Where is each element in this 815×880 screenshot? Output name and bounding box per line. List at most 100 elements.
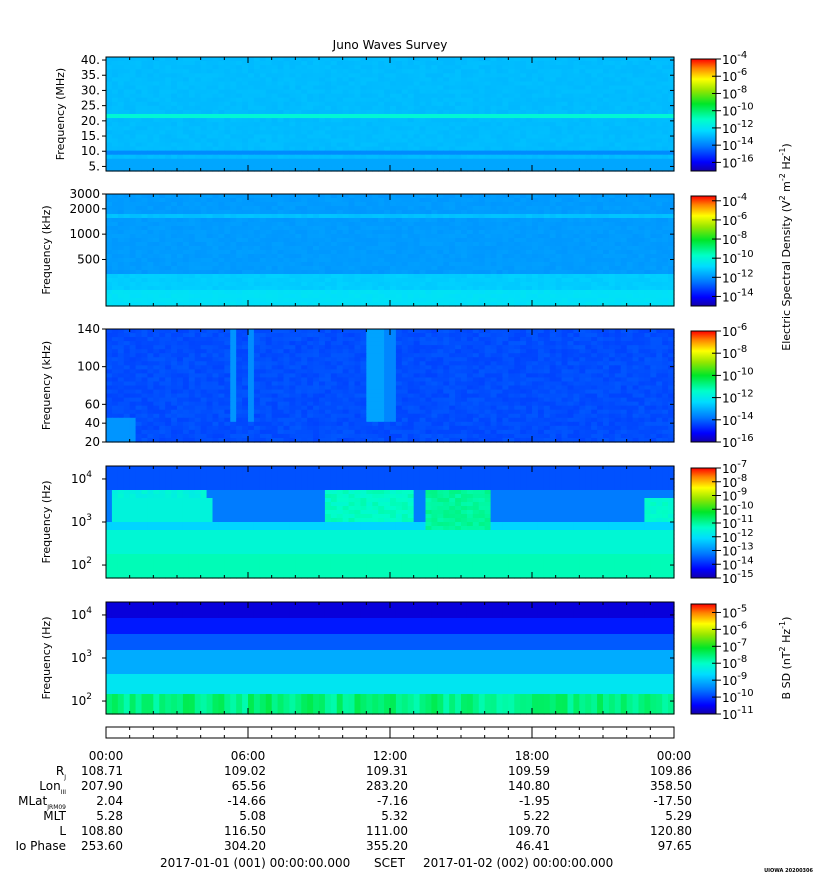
colorbar-tick-label: 10-16 (722, 433, 754, 450)
y-tick-label: 3000 (69, 187, 100, 201)
y-tick-label: 15. (81, 129, 100, 143)
colorbar-tick-label: 10-12 (722, 268, 754, 285)
ephemeris-value: -7.16 (377, 794, 408, 808)
spectrogram-image (106, 602, 675, 715)
colorbar-3: 10-16 10-14 10-12 10-10 10-8 10-6 (690, 322, 754, 450)
colorbar-tick-label: 10-14 (722, 411, 754, 428)
y-tick-label: 1000 (69, 227, 100, 241)
ephemeris-value: 116.50 (224, 824, 266, 838)
colorbar-tick-label: 10-8 (722, 654, 747, 671)
y-tick-label: 102 (71, 556, 92, 572)
ephemeris-row: L 108.80 116.50 111.00 109.70 120.80 (59, 824, 692, 838)
ephemeris-value: 109.31 (366, 764, 408, 778)
footer-scet: SCET (374, 856, 406, 870)
colorbar-tick-label: 10-14 (722, 555, 754, 572)
colorbar-tick-label: 10-9 (722, 487, 747, 504)
ephemeris-value: 108.71 (81, 764, 123, 778)
y-tick-label: 40 (85, 416, 100, 430)
y-tick-label: 500 (77, 252, 100, 266)
y-axis-label: Frequency (Hz) (40, 481, 53, 564)
colorbar-tick-label: 10-9 (722, 671, 747, 688)
panel-4: 102 103 104 Frequency (Hz) (40, 465, 675, 579)
ephemeris-value: 2.04 (96, 794, 123, 808)
ephemeris-value: 253.60 (81, 839, 123, 853)
y-tick-label: 104 (71, 606, 92, 622)
colorbar-tick-label: 10-11 (722, 514, 754, 531)
ephemeris-value: 109.02 (224, 764, 266, 778)
ephemeris-value: -14.66 (227, 794, 266, 808)
y-tick-label: 100 (77, 360, 100, 374)
colorbar-tick-label: 10-14 (722, 287, 754, 304)
y-tick-label: 104 (71, 470, 92, 486)
ephemeris-value: 46.41 (516, 839, 550, 853)
colorbar-tick-label: 10-10 (722, 500, 754, 517)
ephemeris-value: 304.20 (224, 839, 266, 853)
colorbar-tick-label: 10-7 (722, 459, 747, 476)
magnetic-density-label: B SD (nT2 Hz-1) (778, 617, 793, 700)
ephemeris-label: RJ (56, 764, 66, 781)
ephemeris-row: MLatJRM09 2.04 -14.66 -7.16 -1.95 -17.50 (18, 794, 692, 811)
y-axis-label: Frequency (kHz) (40, 341, 53, 430)
colorbar-tick-label: 10-6 (722, 211, 747, 228)
colorbar-tick-label: 10-8 (722, 230, 747, 247)
colorbar-tick-label: 10-4 (722, 192, 747, 209)
colorbar-tick-label: 10-6 (722, 620, 747, 637)
time-tick-label: 06:00 (231, 749, 266, 763)
ephemeris-label: MLT (43, 809, 66, 823)
colorbar-gradient (690, 195, 717, 307)
y-tick-label: 20. (81, 114, 100, 128)
colorbar-tick-label: 10-10 (722, 249, 754, 266)
y-tick-label: 140 (77, 322, 100, 336)
ephemeris-value: 283.20 (366, 779, 408, 793)
ephemeris-value: 5.32 (381, 809, 408, 823)
colorbar-tick-label: 10-10 (722, 102, 754, 119)
colorbar-tick-label: 10-4 (722, 50, 747, 67)
colorbar-gradient (690, 330, 717, 443)
ephemeris-value: 5.08 (239, 809, 266, 823)
y-axis-label: Frequency (MHz) (54, 68, 67, 160)
ephemeris-value: 358.50 (650, 779, 692, 793)
ephemeris-row: Io Phase 253.60 304.20 355.20 46.41 97.65 (15, 839, 692, 853)
y-tick-label: 40. (81, 53, 100, 67)
ephemeris-label: Io Phase (15, 839, 66, 853)
spectrogram-image (106, 466, 675, 579)
ephemeris-value: 5.28 (96, 809, 123, 823)
y-tick-label: 20 (85, 435, 100, 449)
time-tick-label: 18:00 (515, 749, 550, 763)
time-axis: 00:00 06:00 12:00 18:00 00:00 (89, 726, 691, 763)
ephemeris-row: MLT 5.28 5.08 5.32 5.22 5.29 (43, 809, 692, 823)
colorbar-gradient (690, 58, 717, 172)
colorbar-tick-label: 10-12 (722, 119, 754, 136)
ephemeris-value: 111.00 (366, 824, 408, 838)
colorbar-tick-label: 10-6 (722, 67, 747, 84)
colorbar-tick-label: 10-10 (722, 688, 754, 705)
ephemeris-value: 207.90 (81, 779, 123, 793)
electric-density-label: Electric Spectral Density (V2 m-2 Hz-1) (778, 143, 793, 350)
y-tick-label: 103 (71, 513, 92, 529)
colorbar-tick-label: 10-16 (722, 153, 754, 170)
footer: 2017-01-01 (001) 00:00:00.000 SCET 2017-… (160, 856, 814, 874)
panel-3: 20 40 60 100 140 Frequency (kHz) (40, 322, 675, 449)
panel-5: 102 103 104 Frequency (Hz) (40, 601, 675, 715)
ephemeris-value: 140.80 (508, 779, 550, 793)
ephemeris-value: 109.86 (650, 764, 692, 778)
y-tick-label: 10. (81, 144, 100, 158)
colorbar-2: 10-14 10-12 10-10 10-8 10-6 10-4 (690, 192, 754, 307)
colorbar-tick-label: 10-14 (722, 136, 754, 153)
y-tick-label: 103 (71, 649, 92, 665)
ephemeris-value: 5.29 (665, 809, 692, 823)
colorbar-labels: Electric Spectral Density (V2 m-2 Hz-1) B… (778, 143, 793, 699)
footer-end-time: 2017-01-02 (002) 00:00:00.000 (423, 856, 613, 870)
ephemeris-row: RJ 108.71 109.02 109.31 109.59 109.86 (56, 764, 692, 781)
time-tick-label: 00:00 (89, 749, 124, 763)
y-tick-label: 60 (85, 397, 100, 411)
footer-stamp: UIOWA 20200306 (764, 868, 813, 874)
ephemeris-value: 109.70 (508, 824, 550, 838)
colorbar-tick-label: 10-12 (722, 389, 754, 406)
ephemeris-value: 109.59 (508, 764, 550, 778)
y-axis-label: Frequency (kHz) (40, 205, 53, 294)
